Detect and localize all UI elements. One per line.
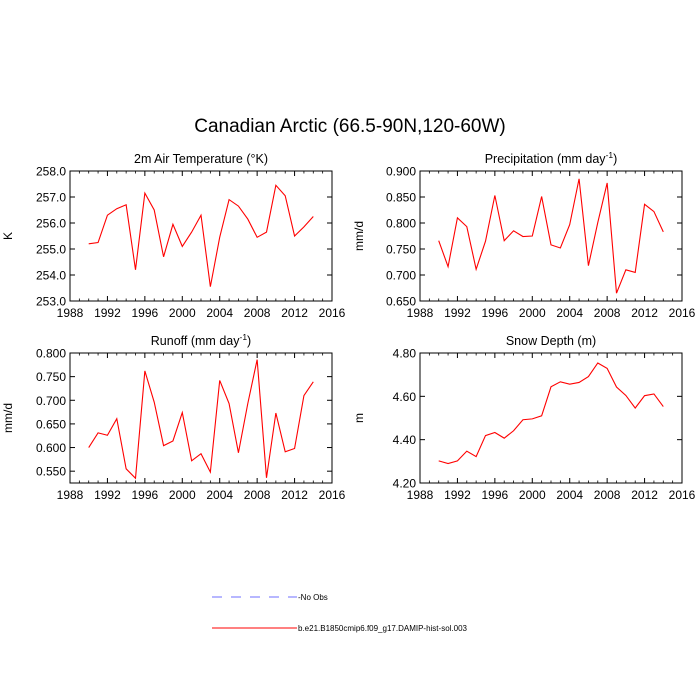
y-tick-label: 0.700: [36, 394, 66, 408]
snow-depth-y-axis-label: m: [352, 413, 366, 423]
x-tick-label: 2008: [594, 306, 621, 320]
x-tick-label: 1988: [57, 306, 84, 320]
runoff-plot-frame: [69, 352, 333, 484]
y-tick-label: 0.800: [36, 347, 66, 361]
y-tick-label: 0.650: [36, 417, 66, 431]
x-tick-label: 2008: [594, 488, 621, 502]
x-tick-label: 1992: [444, 306, 471, 320]
x-tick-label: 2008: [244, 488, 271, 502]
x-tick-label: 1992: [94, 488, 121, 502]
snow-depth-panel-title: Snow Depth (m): [506, 334, 596, 348]
y-tick-label: 255.0: [36, 243, 66, 257]
x-tick-label: 2016: [319, 488, 346, 502]
air-temperature-panel: 1988 1992 1996 2000 2004 2008 2012 2016 253.0 254…: [1, 152, 346, 320]
runoff-series-line: [88, 359, 314, 480]
precipitation-plot-frame: [419, 170, 683, 302]
y-tick-label: 0.650: [386, 295, 416, 309]
x-tick-label: 2004: [206, 488, 233, 502]
y-tick-label: 4.60: [393, 390, 417, 404]
air-temperature-series-line: [88, 184, 314, 287]
precipitation-panel-title: Precipitation (mm day-1): [485, 150, 618, 166]
x-tick-label: 2016: [669, 306, 696, 320]
x-tick-label: 2012: [631, 488, 658, 502]
x-tick-label: 1996: [132, 306, 159, 320]
snow-depth-plot-frame: [419, 352, 683, 484]
precipitation-panel: 1988 1992 1996 2000 2004 2008 2012 2016 0.650 0.7…: [352, 150, 696, 320]
snow-depth-series-line: [438, 362, 664, 465]
x-tick-label: 1992: [444, 488, 471, 502]
x-tick-label: 1996: [482, 306, 509, 320]
x-tick-label: 2012: [281, 488, 308, 502]
y-tick-label: 0.800: [386, 217, 416, 231]
x-tick-label: 1996: [132, 488, 159, 502]
y-tick-label: 0.850: [386, 191, 416, 205]
y-tick-label: 0.900: [386, 165, 416, 179]
x-tick-label: 2016: [319, 306, 346, 320]
precipitation-y-axis-label: mm/d: [352, 221, 366, 251]
y-tick-label: 4.40: [393, 433, 417, 447]
air-temperature-y-axis-label: K: [1, 232, 15, 240]
runoff-y-axis-label: mm/d: [1, 403, 15, 433]
x-tick-label: 2004: [206, 306, 233, 320]
y-tick-label: 257.0: [36, 191, 66, 205]
legend-label: -No Obs: [298, 593, 328, 602]
legend: -No Obs b.e21.B1850cmip6.f09_g17.DAMIP-hi…: [212, 593, 468, 633]
x-tick-label: 1988: [57, 488, 84, 502]
x-tick-label: 2000: [519, 488, 546, 502]
x-tick-label: 2008: [244, 306, 271, 320]
x-tick-label: 1996: [482, 488, 509, 502]
figure-title: Canadian Arctic (66.5-90N,120-60W): [194, 116, 506, 137]
x-tick-label: 2004: [556, 488, 583, 502]
y-tick-label: 4.20: [393, 477, 417, 491]
y-tick-label: 4.80: [393, 347, 417, 361]
x-tick-label: 2000: [169, 488, 196, 502]
x-tick-label: 1988: [407, 306, 434, 320]
y-tick-label: 258.0: [36, 165, 66, 179]
y-tick-label: 0.700: [386, 269, 416, 283]
air-temperature-plot-frame: [69, 170, 333, 302]
x-tick-label: 2016: [669, 488, 696, 502]
x-tick-label: 1992: [94, 306, 121, 320]
y-tick-label: 0.550: [36, 465, 66, 479]
y-tick-label: 0.750: [386, 243, 416, 257]
x-tick-label: 2004: [556, 306, 583, 320]
y-tick-label: 0.750: [36, 370, 66, 384]
legend-label: b.e21.B1850cmip6.f09_g17.DAMIP-hist-sol.…: [298, 624, 468, 633]
x-tick-label: 2012: [281, 306, 308, 320]
runoff-panel-title: Runoff (mm day-1): [151, 332, 251, 348]
air-temperature-panel-title: 2m Air Temperature (°K): [134, 152, 268, 166]
y-tick-label: 0.600: [36, 441, 66, 455]
x-tick-label: 2000: [519, 306, 546, 320]
runoff-panel: 1988 1992 1996 2000 2004 2008 2012 2016 0.550 0.6…: [1, 332, 346, 502]
y-tick-label: 253.0: [36, 295, 66, 309]
y-tick-label: 256.0: [36, 217, 66, 231]
x-tick-label: 1988: [407, 488, 434, 502]
x-tick-label: 2000: [169, 306, 196, 320]
y-tick-label: 254.0: [36, 269, 66, 283]
precipitation-series-line: [438, 178, 664, 294]
x-tick-label: 2012: [631, 306, 658, 320]
snow-depth-panel: 1988 1992 1996 2000 2004 2008 2012 2016 4.20 4.40…: [352, 334, 696, 502]
